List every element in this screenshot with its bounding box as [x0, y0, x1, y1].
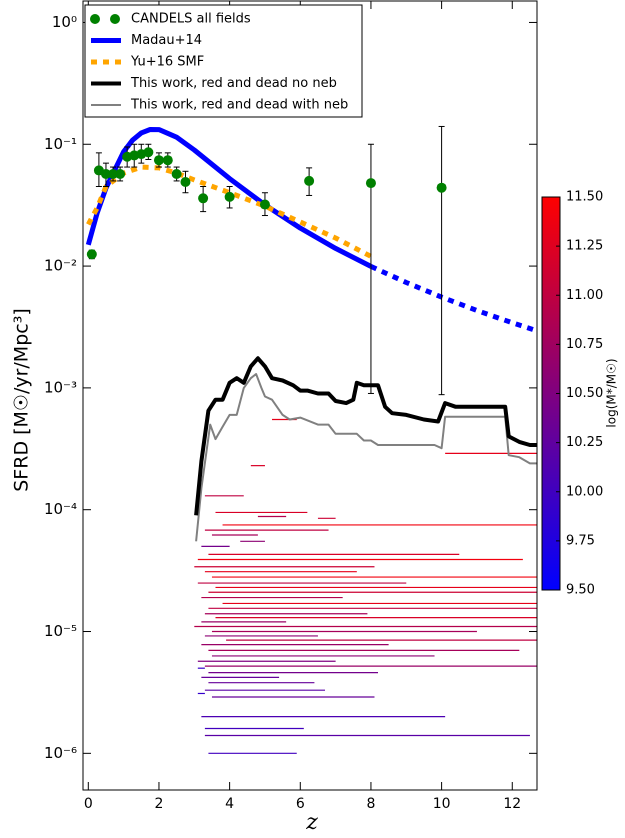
colorbar-tick-label: 11.25 [566, 239, 603, 254]
scatter-point [365, 178, 376, 189]
scatter-point [224, 191, 235, 202]
y-tick-label: 10⁻⁴ [44, 500, 77, 518]
y-axis-label: SFRD [M☉/yr/Mpc³] [11, 308, 33, 492]
colorbar-tick-label: 9.75 [566, 533, 595, 548]
x-tick-label: 4 [225, 796, 234, 812]
y-tick-label: 10⁻² [44, 257, 77, 275]
scatter-point [171, 169, 182, 180]
y-tick-label: 10⁰ [52, 13, 77, 31]
legend: CANDELS all fields Madau+14 Yu+16 SMF This … [84, 4, 363, 118]
legend-marker [110, 14, 120, 24]
x-tick-label: 12 [503, 796, 521, 812]
colorbar-tick-label: 10.75 [566, 337, 603, 352]
legend-label: CANDELS all fields [131, 12, 251, 27]
x-tick-label: 2 [155, 796, 164, 812]
scatter-point [259, 199, 270, 210]
error-bar [438, 125, 445, 396]
x-tick-label: 8 [366, 796, 375, 812]
x-tick-label: 10 [433, 796, 451, 812]
scatter-point [162, 155, 173, 166]
scatter-point [153, 155, 164, 166]
series-line [194, 356, 537, 516]
series-line [369, 264, 537, 334]
scatter-point [304, 175, 315, 186]
x-tick-label: 0 [84, 796, 93, 812]
legend-label: This work, red and dead with neb [130, 98, 348, 113]
colorbar-tick-label: 11.50 [566, 190, 603, 205]
legend-box [84, 4, 363, 118]
scatter-point [108, 169, 119, 180]
plot-frame [82, 0, 538, 791]
colorbar-tick-label: 11.00 [566, 288, 603, 303]
colorbar-tick-label: 10.00 [566, 484, 603, 499]
colorbar-tick-label: 10.50 [566, 386, 603, 401]
x-axis-label: z [305, 810, 318, 835]
series-line [195, 373, 537, 542]
y-tick-label: 10⁻⁶ [44, 744, 77, 762]
legend-label: Yu+16 SMF [130, 55, 204, 70]
scatter-point [143, 147, 154, 158]
y-tick-label: 10⁻¹ [44, 135, 77, 153]
colorbar-tick-label: 9.50 [566, 583, 595, 598]
colorbar-tick-label: 10.25 [566, 435, 603, 450]
legend-label: Madau+14 [131, 33, 202, 48]
colorbar-label: log(M*/M☉) [605, 358, 619, 427]
y-tick-label: 10⁻⁵ [44, 622, 77, 640]
scatter-point [180, 177, 191, 188]
y-tick-label: 10⁻³ [44, 378, 77, 396]
scatter-point [198, 193, 209, 204]
scatter-point [86, 249, 97, 260]
legend-label: This work, red and dead no neb [130, 76, 337, 91]
scatter-point [100, 169, 111, 180]
scatter-point [115, 169, 126, 180]
plot-area [85, 125, 537, 754]
x-tick-label: 6 [296, 796, 305, 812]
legend-marker [90, 14, 100, 24]
scatter-point [436, 182, 447, 193]
